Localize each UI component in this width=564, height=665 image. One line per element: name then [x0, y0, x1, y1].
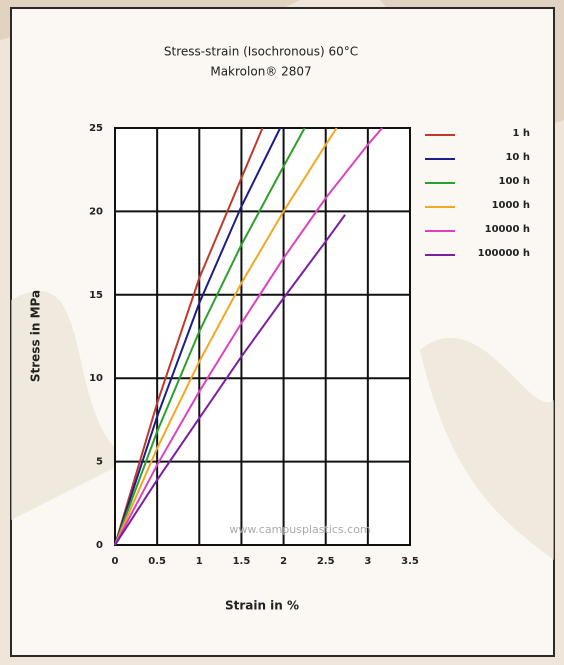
chart-title: Stress-strain (Isochronous) 60°C [164, 45, 358, 59]
x-tick-label: 3.5 [401, 556, 419, 567]
legend-label: 1 h [512, 128, 530, 139]
legend-label: 1000 h [492, 200, 530, 211]
legend-label: 100000 h [478, 248, 530, 259]
x-axis-title: Strain in % [225, 599, 299, 613]
watermark: www.campusplastics.com [229, 523, 370, 536]
x-tick-label: 1 [196, 556, 203, 567]
chart-subtitle: Makrolon® 2807 [210, 65, 311, 79]
series-line [114, 127, 264, 546]
x-tick-label: 0 [112, 556, 119, 567]
y-tick-label: 5 [96, 457, 103, 468]
x-tick-label: 3 [364, 556, 371, 567]
plot-area [114, 127, 411, 546]
y-axis-title: Stress in MPa [29, 290, 43, 382]
y-tick-label: 25 [89, 123, 103, 134]
series-line [114, 214, 346, 546]
y-tick-label: 15 [89, 290, 103, 301]
x-tick-label: 1.5 [233, 556, 251, 567]
decoration [420, 337, 554, 560]
legend-label: 10000 h [485, 224, 530, 235]
x-tick-label: 2.5 [317, 556, 335, 567]
y-tick-label: 0 [96, 540, 103, 551]
x-tick-label: 0.5 [148, 556, 166, 567]
y-tick-label: 20 [89, 206, 103, 217]
x-tick-label: 2 [280, 556, 287, 567]
legend-label: 100 h [499, 176, 530, 187]
series-line [114, 127, 383, 546]
y-tick-label: 10 [89, 373, 103, 384]
series-line [114, 127, 282, 546]
decoration [11, 290, 130, 520]
series-line [114, 127, 338, 546]
legend-label: 10 h [505, 152, 530, 163]
series-line [114, 127, 306, 546]
